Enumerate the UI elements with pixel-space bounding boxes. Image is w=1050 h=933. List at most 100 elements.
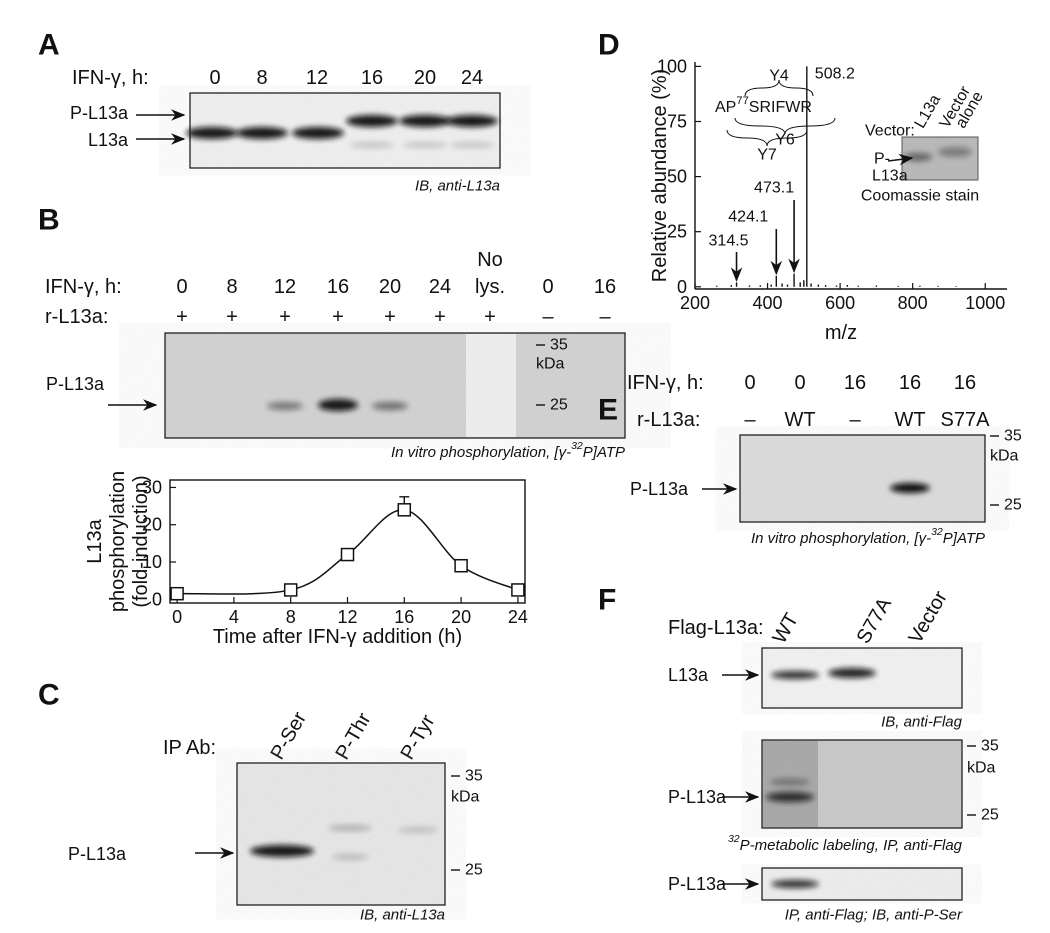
caption: In vitro phosphorylation, [γ-32P]ATP xyxy=(391,440,625,461)
superscript: 32 xyxy=(571,440,583,452)
band xyxy=(372,402,408,410)
lane-label: 12 xyxy=(274,276,296,298)
y-tick-label: 75 xyxy=(667,112,687,132)
ion-bracket xyxy=(744,79,814,97)
x-tick-label: 400 xyxy=(753,293,783,313)
lane-label: WT xyxy=(768,610,803,648)
band xyxy=(446,115,498,127)
size-marker: 35 xyxy=(1004,428,1022,445)
row-header: IFN-γ, h: xyxy=(72,67,149,89)
lane-label: Vector xyxy=(904,587,952,647)
data-point xyxy=(283,583,298,597)
band xyxy=(318,399,358,411)
text-part: P]ATP xyxy=(943,530,985,547)
panel-letter: C xyxy=(38,679,60,712)
y-tick-label: 10 xyxy=(142,552,162,572)
y-axis-label: phosphorylation xyxy=(107,471,129,612)
blot-grain xyxy=(237,763,445,905)
band-label: L13a xyxy=(88,130,129,150)
y-axis-label: L13a xyxy=(84,518,106,563)
band xyxy=(250,845,314,857)
band-label: L13a xyxy=(668,665,709,685)
lane-label: P-Tyr xyxy=(396,711,439,764)
lane-label: 12 xyxy=(306,67,328,89)
band xyxy=(828,668,876,678)
y-tick-label: 100 xyxy=(657,56,687,76)
caption: IP, anti-Flag; IB, anti-P-Ser xyxy=(785,907,963,924)
x-tick-label: 600 xyxy=(825,293,855,313)
inset-header: Vector: xyxy=(865,123,915,140)
blot-frame xyxy=(164,332,626,439)
lane-label: 16 xyxy=(594,276,616,298)
size-marker: kDa xyxy=(990,448,1019,465)
text-part: In vitro phosphorylation, [γ- xyxy=(751,530,931,547)
blot-grain xyxy=(190,93,500,168)
lane-label: 16 xyxy=(361,67,383,89)
row-header: IP Ab: xyxy=(163,737,216,759)
lane-label: 20 xyxy=(414,67,436,89)
y-tick-label: 0 xyxy=(677,277,687,297)
panel-letter: D xyxy=(598,29,620,62)
lane-label: 24 xyxy=(429,276,451,298)
lane-label: 16 xyxy=(327,276,349,298)
x-tick-label: 8 xyxy=(286,607,296,627)
text-part: P]ATP xyxy=(583,444,625,461)
band-label: P-L13a xyxy=(46,374,105,394)
band xyxy=(450,142,494,148)
size-marker: 35 xyxy=(465,768,483,785)
band xyxy=(346,115,398,127)
ion-label: Y6 xyxy=(775,132,795,149)
band xyxy=(328,825,372,831)
row-header: r-L13a: xyxy=(45,306,108,328)
y-axis-label: (fold-induction) xyxy=(130,475,152,607)
size-marker: 25 xyxy=(550,397,568,414)
peak-label: 424.1 xyxy=(728,209,768,226)
lane-label: S77A xyxy=(852,594,896,648)
caption: IB, anti-Flag xyxy=(881,714,963,731)
band xyxy=(267,402,303,410)
size-marker: kDa xyxy=(451,789,480,806)
band xyxy=(771,671,819,679)
x-tick-label: 4 xyxy=(229,607,239,627)
lane-label: 0 xyxy=(176,276,187,298)
band xyxy=(350,142,394,148)
blot-frame xyxy=(761,647,963,709)
band xyxy=(766,792,814,802)
lane-label: P-Ser xyxy=(266,708,311,764)
size-marker: 25 xyxy=(981,807,999,824)
data-point xyxy=(397,503,412,517)
text-part: In vitro phosphorylation, [γ- xyxy=(391,444,571,461)
lane-label: 8 xyxy=(226,276,237,298)
y-axis-label: Relative abundance (%) xyxy=(649,69,671,282)
lane-label: 8 xyxy=(256,67,267,89)
x-tick-label: 24 xyxy=(508,607,528,627)
band xyxy=(770,779,810,785)
lane-label: 0 xyxy=(744,372,755,394)
caption: IB, anti-L13a xyxy=(415,178,500,195)
empty-lane xyxy=(466,334,516,437)
y-tick-label: 25 xyxy=(667,222,687,242)
row-header: IFN-γ, h: xyxy=(627,372,704,394)
lane-label: 24 xyxy=(461,67,483,89)
x-tick-label: 12 xyxy=(337,607,357,627)
lane-label: 0 xyxy=(209,67,220,89)
text-part: SRIFWR xyxy=(749,99,812,116)
x-tick-label: 0 xyxy=(172,607,182,627)
x-axis-label: Time after IFN-γ addition (h) xyxy=(213,626,462,648)
lane-label: – xyxy=(744,409,756,431)
band-label: P-L13a xyxy=(68,844,127,864)
caption: 32P-metabolic labeling, IP, anti-Flag xyxy=(728,833,963,854)
ion-label: Y4 xyxy=(769,68,789,85)
band-label: P-L13a xyxy=(70,103,129,123)
arrow xyxy=(887,153,914,166)
lane-label: – xyxy=(599,306,611,328)
text-part: P-metabolic labeling, IP, anti-Flag xyxy=(740,837,963,854)
band xyxy=(938,147,972,157)
band xyxy=(771,880,819,888)
x-axis-label: m/z xyxy=(825,322,857,344)
lane-label: + xyxy=(332,306,344,328)
band-label: P-L13a xyxy=(668,874,727,894)
size-marker: 25 xyxy=(465,862,483,879)
band xyxy=(398,827,438,833)
